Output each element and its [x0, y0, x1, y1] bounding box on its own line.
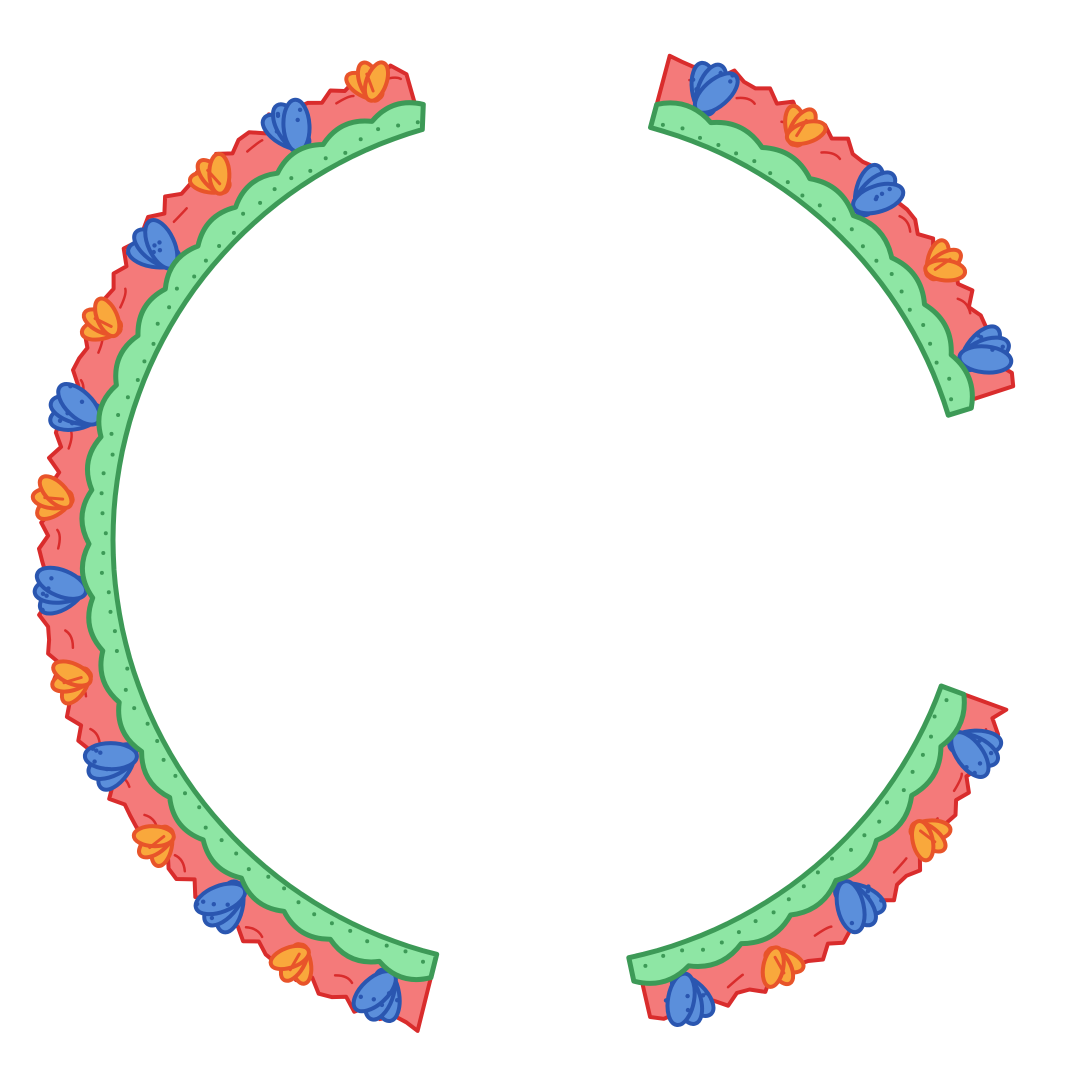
- orange-flower-icon: [760, 945, 806, 989]
- orange-flower-icon: [50, 659, 93, 706]
- orange-flower-icon: [923, 238, 968, 283]
- orange-flower-icon: [783, 103, 828, 148]
- flowers-layer: [30, 60, 1014, 1027]
- vine-top-right-arc: [648, 100, 975, 418]
- blue-flower-icon: [193, 879, 248, 935]
- orange-flower-icon: [908, 818, 953, 863]
- vine-bottom-right-arc: [626, 683, 967, 986]
- orange-flower-icon: [187, 151, 232, 196]
- vine-left-arc: [79, 100, 440, 983]
- blue-flower-icon: [48, 382, 104, 432]
- blue-flower-icon: [833, 879, 887, 935]
- blue-flower-icon: [957, 324, 1014, 375]
- orange-flower-icon: [30, 474, 75, 521]
- blue-flower-icon: [82, 741, 139, 792]
- blue-flower-icon: [663, 971, 716, 1027]
- orange-flower-icon: [131, 824, 176, 868]
- orange-flower-icon: [344, 60, 391, 103]
- blue-flower-icon: [32, 565, 89, 616]
- blue-flower-icon: [125, 218, 182, 271]
- orange-flower-icon: [268, 942, 314, 986]
- vine-layer: [79, 100, 975, 986]
- blue-flower-icon: [851, 162, 906, 218]
- blue-flower-icon: [689, 60, 740, 117]
- orange-flower-icon: [79, 296, 124, 342]
